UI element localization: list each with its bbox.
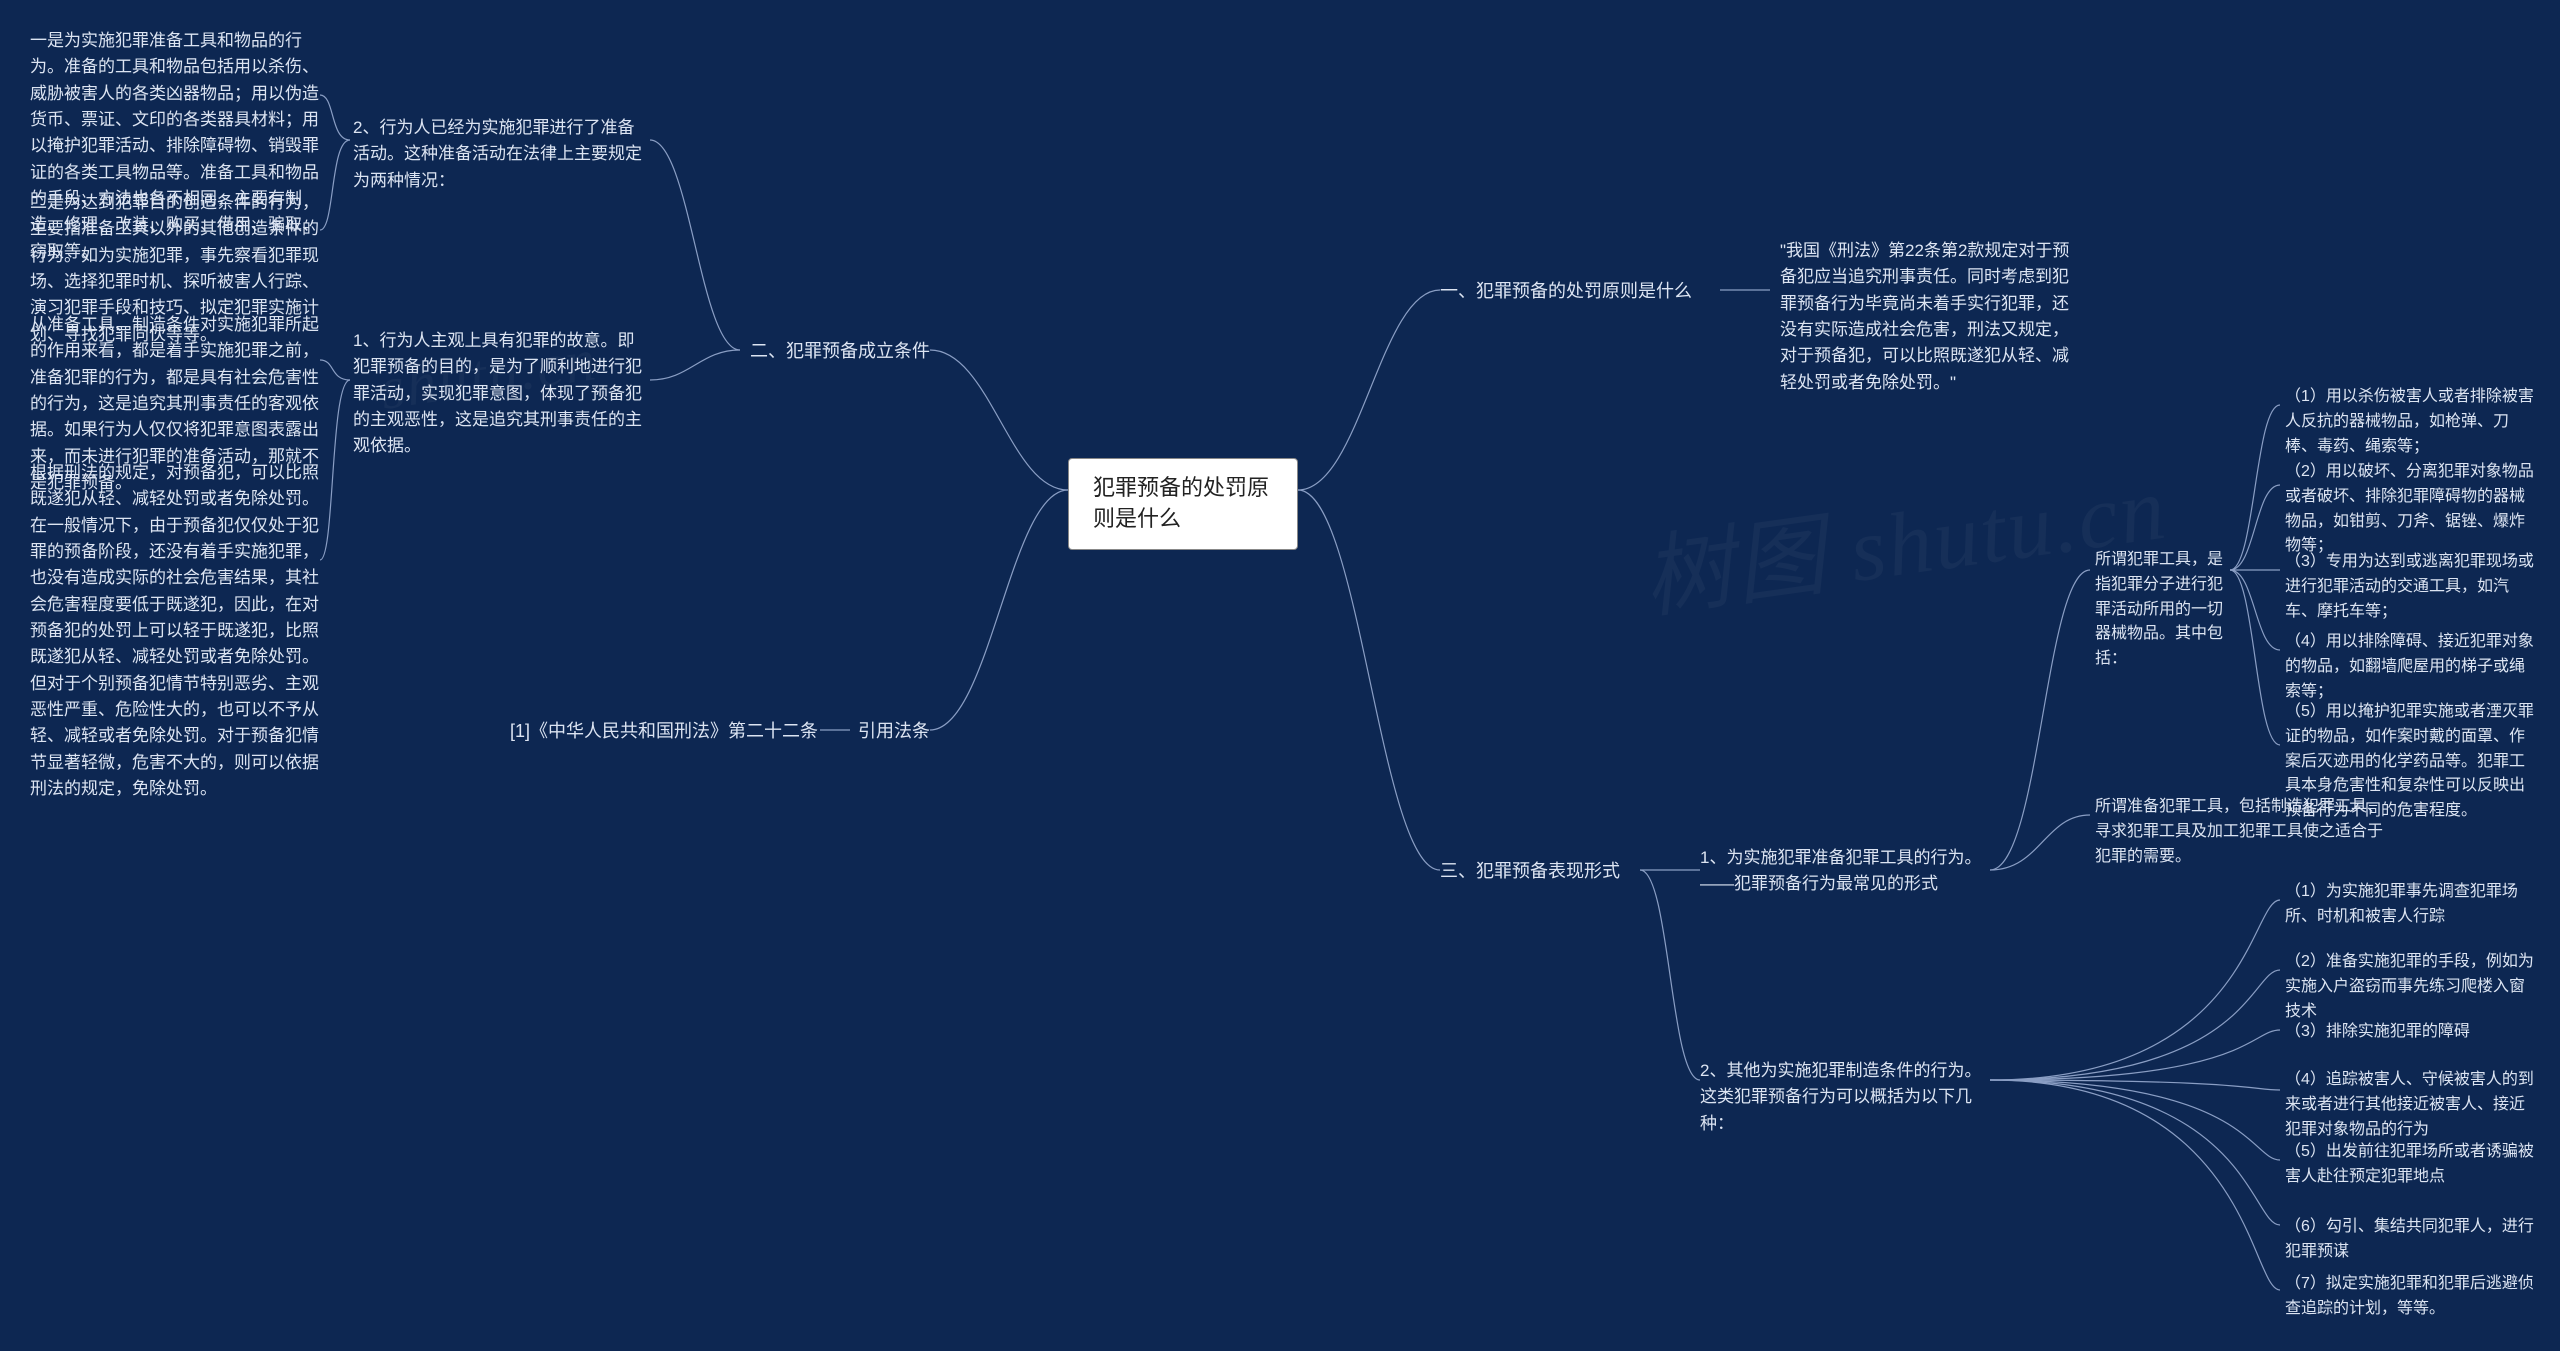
cite-label: 引用法条 xyxy=(858,718,930,745)
branch-1-label: 一、犯罪预备的处罚原则是什么 xyxy=(1440,278,1692,305)
cite-text: [1]《中华人民共和国刑法》第二十二条 xyxy=(510,718,818,745)
branch-3-n1-label: 1、为实施犯罪准备犯罪工具的行为。——犯罪预备行为最常见的形式 xyxy=(1700,845,1985,898)
branch-3-n1-sub2-label: 所谓准备犯罪工具，包括制造犯罪工具、寻求犯罪工具及加工犯罪工具使之适合于犯罪的需… xyxy=(2095,795,2395,869)
branch-2-n2-label: 2、行为人已经为实施犯罪进行了准备活动。这种准备活动在法律上主要规定为两种情况： xyxy=(353,115,648,194)
branch-3-n1-sub1-l3: （3）专用为达到或逃离犯罪现场或进行犯罪活动的交通工具，如汽车、摩托车等； xyxy=(2285,550,2540,624)
branch-3-n2-l3: （3）排除实施犯罪的障碍 xyxy=(2285,1020,2540,1045)
branch-2-label: 二、犯罪预备成立条件 xyxy=(750,338,930,365)
branch-3-n2-l4: （4）追踪被害人、守候被害人的到来或者进行其他接近被害人、接近犯罪对象物品的行为 xyxy=(2285,1068,2540,1142)
mindmap-connectors xyxy=(0,0,2560,1351)
branch-2-n1-label: 1、行为人主观上具有犯罪的故意。即犯罪预备的目的，是为了顺利地进行犯罪活动，实现… xyxy=(353,328,648,460)
branch-3-n2-l5: （5）出发前往犯罪场所或者诱骗被害人赴往预定犯罪地点 xyxy=(2285,1140,2540,1190)
watermark: 树图 shutu.cn xyxy=(1634,434,2174,636)
branch-3-n1-sub1-l2: （2）用以破坏、分离犯罪对象物品或者破坏、排除犯罪障碍物的器械物品，如钳剪、刀斧… xyxy=(2285,460,2540,559)
branch-3-n1-sub1-label: 所谓犯罪工具，是指犯罪分子进行犯罪活动所用的一切器械物品。其中包括： xyxy=(2095,548,2225,672)
branch-3-n1-sub1-l1: （1）用以杀伤被害人或者排除被害人反抗的器械物品，如枪弹、刀棒、毒药、绳索等； xyxy=(2285,385,2540,459)
branch-3-n2-l6: （6）勾引、集结共同犯罪人，进行犯罪预谋 xyxy=(2285,1215,2540,1265)
branch-3-n2-l2: （2）准备实施犯罪的手段，例如为实施入户盗窃而事先练习爬楼入窗技术 xyxy=(2285,950,2540,1024)
branch-3-n2-label: 2、其他为实施犯罪制造条件的行为。这类犯罪预备行为可以概括为以下几种： xyxy=(1700,1058,1985,1137)
branch-1-leaf: "我国《刑法》第22条第2款规定对于预备犯应当追究刑事责任。同时考虑到犯罪预备行… xyxy=(1780,238,2080,396)
branch-3-n2-l7: （7）拟定实施犯罪和犯罪后逃避侦查追踪的计划，等等。 xyxy=(2285,1272,2540,1322)
branch-3-label: 三、犯罪预备表现形式 xyxy=(1440,858,1620,885)
branch-2-n1-leaf2: 根据刑法的规定，对预备犯，可以比照既遂犯从轻、减轻处罚或者免除处罚。在一般情况下… xyxy=(30,460,320,802)
center-node: 犯罪预备的处罚原则是什么 xyxy=(1068,458,1298,550)
branch-3-n2-l1: （1）为实施犯罪事先调查犯罪场所、时机和被害人行踪 xyxy=(2285,880,2540,930)
branch-3-n1-sub1-l4: （4）用以排除障碍、接近犯罪对象的物品，如翻墙爬屋用的梯子或绳索等； xyxy=(2285,630,2540,704)
